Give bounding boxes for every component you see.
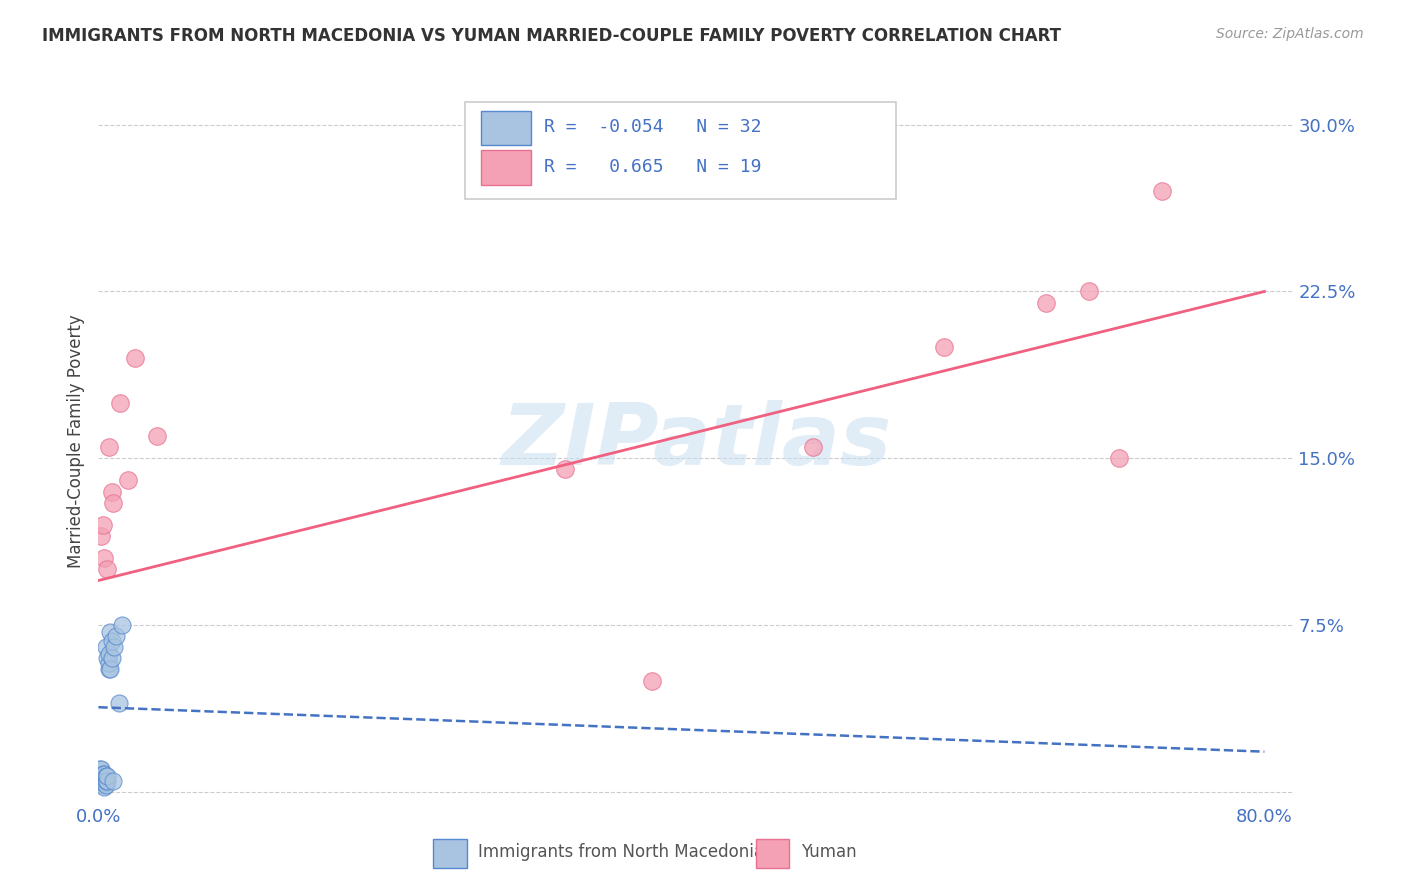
Point bbox=[103, 640, 125, 655]
Point bbox=[1035, 295, 1057, 310]
Point bbox=[94, 773, 117, 788]
Point bbox=[104, 629, 127, 643]
Point bbox=[93, 767, 115, 781]
FancyBboxPatch shape bbox=[465, 102, 896, 200]
Point bbox=[108, 696, 131, 710]
Point bbox=[94, 640, 117, 655]
Point bbox=[91, 517, 114, 532]
Point bbox=[97, 656, 120, 670]
Point bbox=[100, 484, 122, 499]
Point bbox=[124, 351, 146, 366]
FancyBboxPatch shape bbox=[481, 111, 531, 145]
Point bbox=[111, 618, 134, 632]
Point bbox=[91, 767, 114, 781]
Point bbox=[100, 651, 122, 665]
FancyBboxPatch shape bbox=[481, 151, 531, 185]
Point bbox=[96, 651, 118, 665]
Point bbox=[93, 772, 115, 786]
Text: Source: ZipAtlas.com: Source: ZipAtlas.com bbox=[1216, 27, 1364, 41]
Point bbox=[98, 624, 121, 639]
Point bbox=[100, 633, 122, 648]
Text: Yuman: Yuman bbox=[801, 843, 856, 861]
Y-axis label: Married-Couple Family Poverty: Married-Couple Family Poverty bbox=[66, 315, 84, 568]
Point bbox=[93, 551, 115, 566]
Point bbox=[96, 562, 118, 576]
Point bbox=[93, 776, 115, 790]
Point bbox=[932, 340, 955, 354]
Point bbox=[117, 474, 139, 488]
Point bbox=[94, 778, 117, 792]
Point bbox=[97, 647, 120, 661]
Point bbox=[641, 673, 664, 688]
Point bbox=[97, 440, 120, 454]
Point bbox=[89, 773, 111, 788]
Text: R =  -0.054   N = 32: R = -0.054 N = 32 bbox=[544, 119, 762, 136]
Point bbox=[90, 773, 112, 788]
Point bbox=[90, 769, 112, 783]
Point bbox=[554, 462, 576, 476]
Point bbox=[96, 773, 118, 788]
Point bbox=[101, 496, 124, 510]
Point bbox=[94, 769, 117, 783]
Point bbox=[89, 763, 111, 777]
Point bbox=[90, 529, 112, 543]
Point bbox=[801, 440, 824, 454]
Point bbox=[1078, 285, 1101, 299]
Text: Immigrants from North Macedonia: Immigrants from North Macedonia bbox=[478, 843, 765, 861]
Text: R =   0.665   N = 19: R = 0.665 N = 19 bbox=[544, 158, 762, 176]
Text: IMMIGRANTS FROM NORTH MACEDONIA VS YUMAN MARRIED-COUPLE FAMILY POVERTY CORRELATI: IMMIGRANTS FROM NORTH MACEDONIA VS YUMAN… bbox=[42, 27, 1062, 45]
Point bbox=[1108, 451, 1130, 466]
FancyBboxPatch shape bbox=[756, 838, 789, 868]
Point bbox=[91, 778, 114, 792]
Point bbox=[93, 780, 115, 795]
Point bbox=[96, 769, 118, 783]
Point bbox=[101, 773, 124, 788]
Point bbox=[91, 773, 114, 788]
Point bbox=[145, 429, 167, 443]
Point bbox=[91, 769, 114, 783]
Point bbox=[110, 395, 132, 409]
Point bbox=[97, 662, 120, 676]
Text: ZIPatlas: ZIPatlas bbox=[501, 400, 891, 483]
Point bbox=[1152, 185, 1174, 199]
FancyBboxPatch shape bbox=[433, 838, 467, 868]
Point bbox=[98, 662, 121, 676]
Point bbox=[90, 763, 112, 777]
